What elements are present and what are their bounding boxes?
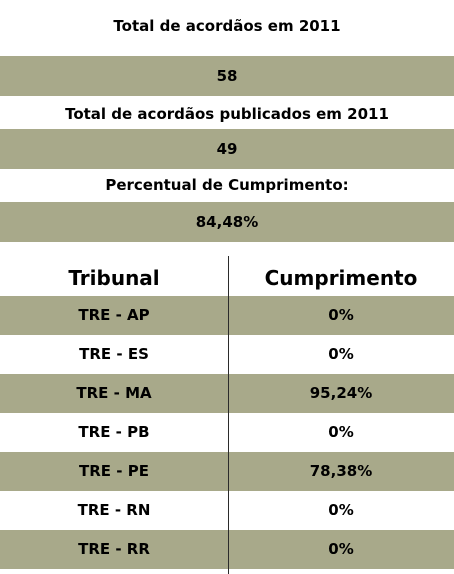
percent-cumprimento-label: Percentual de Cumprimento:: [105, 176, 349, 194]
cumprimento-cell: 0%: [328, 306, 354, 324]
tribunal-cell: TRE - AP: [78, 306, 150, 324]
table-row: TRE - PE 78,38%: [0, 452, 454, 491]
total-acordaos-value: 58: [0, 56, 454, 96]
tribunal-cell: TRE - RN: [77, 501, 151, 519]
percent-cumprimento-value: 84,48%: [0, 202, 454, 242]
table-row: TRE - RN 0%: [0, 491, 454, 530]
total-acordaos-label: Total de acordãos em 2011: [113, 17, 341, 35]
column-header-tribunal: Tribunal: [68, 266, 160, 290]
published-acordaos-value: 49: [0, 129, 454, 169]
cumprimento-cell: 0%: [328, 345, 354, 363]
tribunal-cell: TRE - PE: [79, 462, 149, 480]
column-header-cumprimento: Cumprimento: [264, 266, 418, 290]
table-row: TRE - ES 0%: [0, 335, 454, 374]
cumprimento-cell: 95,24%: [309, 384, 373, 402]
cumprimento-cell: 0%: [328, 423, 354, 441]
published-acordaos-label: Total de acordãos publicados em 2011: [65, 105, 389, 123]
tribunal-cell: TRE - RR: [78, 540, 150, 558]
cumprimento-cell: 0%: [328, 501, 354, 519]
table-row: TRE - MA 95,24%: [0, 374, 454, 413]
tribunal-table: TRE - AP 0% TRE - ES 0% TRE - MA 95,24% …: [0, 296, 454, 569]
cumprimento-cell: 78,38%: [309, 462, 373, 480]
table-row: TRE - PB 0%: [0, 413, 454, 452]
tribunal-cell: TRE - ES: [79, 345, 149, 363]
column-divider: [228, 256, 229, 574]
table-header: Tribunal Cumprimento: [0, 258, 454, 294]
tribunal-cell: TRE - PB: [78, 423, 150, 441]
table-row: TRE - RR 0%: [0, 530, 454, 569]
table-row: TRE - AP 0%: [0, 296, 454, 335]
cumprimento-cell: 0%: [328, 540, 354, 558]
tribunal-cell: TRE - MA: [76, 384, 152, 402]
